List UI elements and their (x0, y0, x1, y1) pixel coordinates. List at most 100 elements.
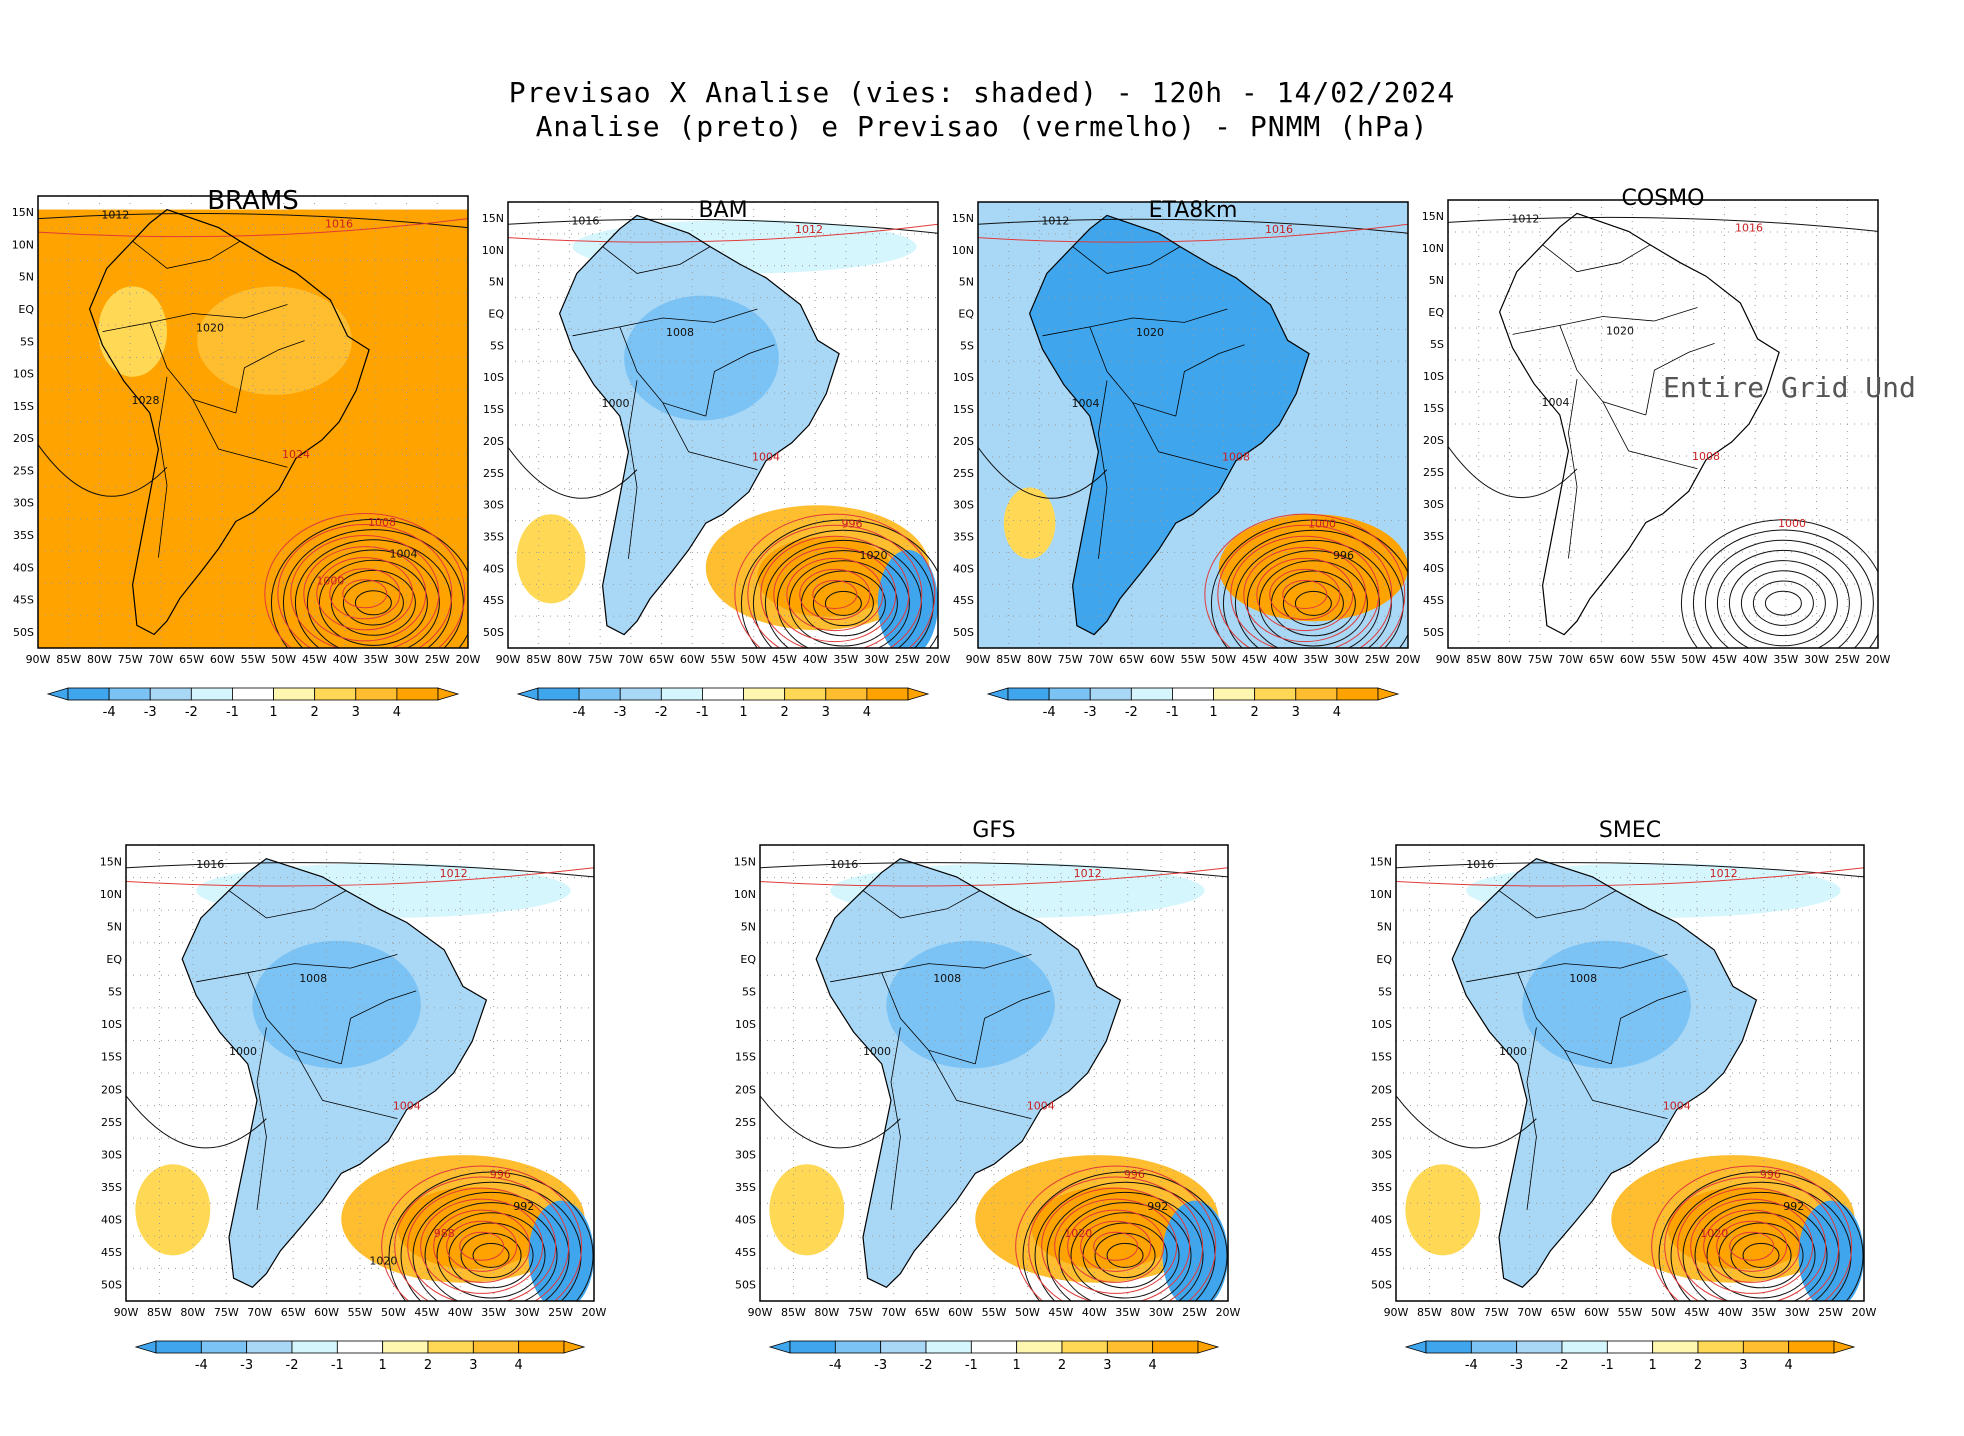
colorbar-label: 4 (515, 1358, 523, 1373)
contour-label: 1008 (299, 972, 327, 985)
colorbar-label: 2 (1694, 1358, 1702, 1373)
colorbar-label: 3 (1292, 705, 1300, 720)
colorbar-label: 1 (739, 705, 747, 720)
colorbar-label: 3 (469, 1358, 477, 1373)
lon-tick-label: 65W (1589, 653, 1614, 666)
colorbar-label: -2 (1556, 1358, 1569, 1373)
lat-tick-label: EQ (1376, 953, 1392, 966)
colorbar-label: 1 (1649, 1358, 1657, 1373)
lon-tick-label: 35W (363, 653, 388, 666)
lat-tick-label: 5N (741, 920, 756, 933)
lon-tick-label: 35W (1115, 1306, 1140, 1319)
contour-label: 1016 (830, 858, 858, 871)
lat-tick-label: 10S (1423, 370, 1444, 383)
colorbar-label: -4 (573, 705, 586, 720)
lat-tick-label: 15S (13, 400, 34, 413)
lon-tick-label: 30W (864, 653, 889, 666)
lat-tick-label: 50S (13, 626, 34, 639)
colorbar-label: 1 (269, 705, 277, 720)
lat-tick-label: 10S (1371, 1018, 1392, 1031)
contour-label: 1008 (933, 972, 961, 985)
lat-tick-label: 30S (953, 499, 974, 512)
lat-tick-label: 50S (483, 626, 504, 639)
map-panel-eta8km: 1012 1016 1020 1008 1004 1000 996 15N 10N 5N EQ 5S 1… (952, 201, 1421, 728)
lat-tick-label: 10N (952, 244, 974, 257)
lat-tick-label: 25S (13, 464, 34, 477)
lon-tick-label: 75W (1058, 653, 1083, 666)
lon-tick-label: 55W (1618, 1306, 1643, 1319)
lon-tick-label: 60W (314, 1306, 339, 1319)
lon-tick-label: 45W (302, 653, 327, 666)
colorbar-label: -1 (965, 1358, 978, 1373)
contour-label: 1020 (369, 1255, 397, 1268)
colorbar-label: 3 (352, 705, 360, 720)
colorbar-label: -3 (144, 705, 157, 720)
lat-tick-label: 50S (735, 1279, 756, 1292)
lon-tick-label: 80W (87, 653, 112, 666)
lat-tick-label: 25S (483, 467, 504, 480)
lon-tick-label: 60W (1620, 653, 1645, 666)
lon-tick-label: 30W (1804, 653, 1829, 666)
lon-tick-label: 30W (1334, 653, 1359, 666)
contour-label: 992 (513, 1200, 534, 1213)
contour-label: 1008 (1569, 972, 1597, 985)
lat-tick-label: 10S (101, 1018, 122, 1031)
contour-label: 1004 (1027, 1099, 1055, 1112)
lon-tick-label: 50W (1015, 1306, 1040, 1319)
figure-title-line2: Analise (preto) e Previsao (vermelho) - … (535, 110, 1429, 143)
colorbar: -4 -3 -2 -1 1 2 3 4 (516, 687, 930, 720)
panel-title: SMEC (1598, 818, 1662, 843)
colorbar-label: 4 (1149, 1358, 1157, 1373)
lat-tick-label: 15S (483, 403, 504, 416)
lat-tick-label: 15N (1422, 210, 1444, 223)
lon-tick-label: 60W (948, 1306, 973, 1319)
lon-tick-label: 35W (1751, 1306, 1776, 1319)
lon-tick-label: 20W (582, 1306, 607, 1319)
contour-label: 1012 (795, 223, 823, 236)
map-panel-bottom-left: 1016 1012 1008 1004 1000 996 992 988 1020 15N 10N 5… (100, 844, 607, 1381)
lat-tick-label: 35S (735, 1181, 756, 1194)
contour-label: 996 (490, 1168, 511, 1181)
lat-tick-label: 40S (101, 1214, 122, 1227)
lon-tick-label: 40W (1273, 653, 1298, 666)
lon-tick-label: 70W (1558, 653, 1583, 666)
lat-tick-label: 35S (483, 531, 504, 544)
colorbar-label: -2 (920, 1358, 933, 1373)
lon-tick-label: 45W (1242, 653, 1267, 666)
lon-tick-label: 90W (1436, 653, 1461, 666)
lon-tick-label: 40W (803, 653, 828, 666)
lat-tick-label: 40S (1371, 1214, 1392, 1227)
contour-label: 1016 (325, 218, 353, 231)
lat-tick-label: 15N (1370, 855, 1392, 868)
lat-tick-label: 10N (482, 244, 504, 257)
lon-tick-label: 40W (1082, 1306, 1107, 1319)
lat-tick-label: 15N (952, 212, 974, 225)
colorbar: -4 -3 -2 -1 1 2 3 4 (986, 687, 1400, 720)
lon-tick-label: 80W (1497, 653, 1522, 666)
lon-tick-label: 75W (588, 653, 613, 666)
panel-title: BRAMS (207, 186, 299, 216)
lon-tick-label: 50W (1651, 1306, 1676, 1319)
lat-tick-label: 30S (13, 497, 34, 510)
lon-tick-label: 70W (247, 1306, 272, 1319)
colorbar-label: -3 (1084, 705, 1097, 720)
lat-tick-label: 40S (483, 562, 504, 575)
contour-label: 996 (842, 518, 863, 531)
lat-tick-label: 50S (101, 1279, 122, 1292)
contour-label: 1000 (863, 1045, 891, 1058)
colorbar-label: -3 (614, 705, 627, 720)
lon-tick-label: 90W (496, 653, 521, 666)
lon-tick-label: 65W (649, 653, 674, 666)
lat-tick-label: 15N (482, 212, 504, 225)
lon-tick-label: 75W (214, 1306, 239, 1319)
lat-tick-label: 10S (483, 371, 504, 384)
lat-tick-label: 50S (1371, 1279, 1392, 1292)
colorbar-label: -2 (185, 705, 198, 720)
contour-label: 1016 (1466, 858, 1494, 871)
lat-tick-label: 25S (1423, 466, 1444, 479)
lat-tick-label: EQ (106, 953, 122, 966)
lon-tick-label: 85W (1417, 1306, 1442, 1319)
contour-label: 992 (1783, 1200, 1804, 1213)
lon-tick-label: 25W (1365, 653, 1390, 666)
map-panel-bam: 1016 1012 1008 1004 1000 996 1020 15N 10N 5N EQ 5S 1… (482, 201, 951, 728)
